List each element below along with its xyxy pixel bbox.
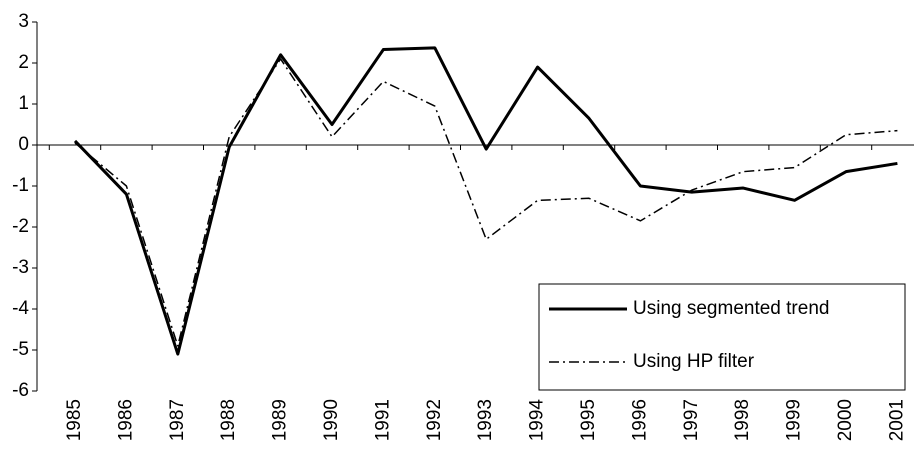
series-line: [73, 46, 898, 356]
y-tick-label: -3: [12, 257, 29, 278]
x-tick-label: 1986: [115, 399, 136, 441]
x-tick-label: 1992: [424, 399, 445, 441]
x-tick-label: 1996: [629, 399, 650, 441]
x-tick-label: 1997: [681, 399, 702, 441]
y-tick-label: -2: [12, 216, 29, 237]
x-tick-label: 1989: [270, 399, 291, 441]
x-tick-label: 1999: [784, 399, 805, 441]
x-tick-label: 1995: [578, 399, 599, 441]
legend-box: [538, 283, 906, 391]
x-tick-label: 1993: [475, 399, 496, 441]
y-tick-label: -4: [12, 298, 29, 319]
x-tick-label: 1985: [64, 399, 85, 441]
legend-label: Using HP filter: [633, 351, 755, 372]
x-tick-label: 1988: [218, 399, 239, 441]
x-tick-label: 1994: [527, 399, 548, 442]
legend: Using segmented trend Using HP filter: [538, 283, 906, 391]
x-tick-label: 1991: [372, 399, 393, 441]
x-tick-label: 1998: [732, 399, 753, 441]
y-tick-label: -1: [12, 175, 29, 196]
legend-label: Using segmented trend: [633, 298, 829, 319]
y-tick-label: -5: [12, 339, 29, 360]
x-tick-label: 2001: [886, 399, 907, 441]
x-tick-label: 2000: [835, 399, 856, 441]
y-tick-label: 2: [18, 52, 29, 73]
y-tick-label: 3: [18, 11, 29, 32]
y-tick-label: 0: [18, 134, 29, 155]
x-tick-label: 1990: [321, 399, 342, 441]
y-tick-label: 1: [18, 93, 29, 114]
x-tick-label: 1987: [167, 399, 188, 441]
y-tick-label: -6: [12, 380, 29, 401]
